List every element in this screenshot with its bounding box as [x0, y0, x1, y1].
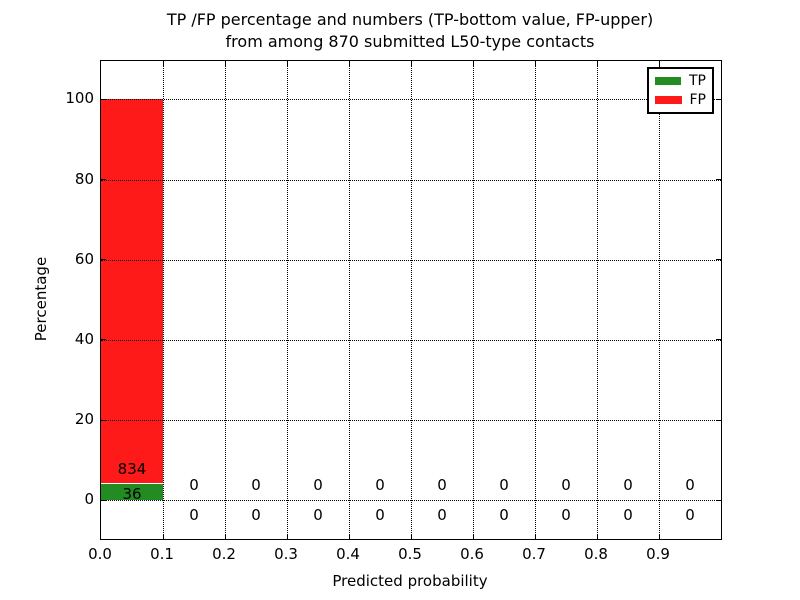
tp-count-label: 36 [122, 485, 142, 504]
gridline-vertical [473, 61, 474, 539]
y-tick-mark [101, 179, 106, 181]
x-tick-label: 0.2 [212, 545, 236, 563]
fp-count-label: 0 [499, 476, 509, 495]
y-tick-mark [716, 419, 721, 421]
x-tick-label: 0.6 [460, 545, 484, 563]
chart-title-line1: TP /FP percentage and numbers (TP-bottom… [166, 10, 654, 29]
x-tick-mark [596, 534, 598, 539]
y-tick-mark [716, 339, 721, 341]
x-tick-mark [658, 534, 660, 539]
y-tick-mark [101, 499, 106, 501]
x-tick-label: 0.4 [336, 545, 360, 563]
x-tick-mark [658, 61, 660, 66]
tp-count-label: 0 [685, 506, 695, 525]
y-tick-label: 60 [74, 249, 94, 268]
y-tick-label: 0 [84, 490, 94, 509]
y-tick-mark [716, 98, 721, 100]
legend-swatch-fp [655, 95, 682, 104]
x-tick-mark [162, 534, 164, 539]
tp-count-label: 0 [623, 506, 633, 525]
y-tick-label: 20 [74, 410, 94, 428]
fp-count-label: 0 [313, 476, 323, 495]
y-tick-mark [101, 339, 106, 341]
y-tick-mark [716, 179, 721, 181]
x-tick-label: 0.7 [522, 545, 546, 563]
gridline-vertical [349, 61, 350, 539]
y-tick-mark [101, 419, 106, 421]
legend-label-fp: FP [689, 91, 707, 108]
y-tick-mark [101, 98, 106, 100]
x-tick-mark [534, 61, 536, 66]
x-tick-mark [534, 534, 536, 539]
fp-count-label: 0 [251, 476, 261, 495]
gridline-vertical [535, 61, 536, 539]
x-tick-mark [224, 61, 226, 66]
y-axis-label: Percentage [32, 256, 50, 342]
x-tick-label: 0.1 [150, 545, 174, 563]
x-tick-mark [472, 61, 474, 66]
x-tick-mark [410, 61, 412, 66]
x-tick-mark [286, 61, 288, 66]
x-axis-label: Predicted probability [332, 572, 488, 590]
gridline-vertical [411, 61, 412, 539]
bar-tp-segment [101, 483, 163, 501]
x-tick-mark [162, 61, 164, 66]
x-tick-label: 0.5 [398, 545, 422, 563]
gridline-vertical [659, 61, 660, 539]
x-tick-label: 0.8 [584, 545, 608, 563]
bar-fp-segment [101, 99, 163, 484]
fp-count-label: 0 [561, 476, 571, 495]
x-tick-mark [472, 534, 474, 539]
x-tick-mark [596, 61, 598, 66]
legend-swatch-tp [655, 77, 681, 86]
x-tick-mark [224, 534, 226, 539]
fp-count-label: 0 [437, 476, 447, 495]
chart-title: TP /FP percentage and numbers (TP-bottom… [100, 9, 720, 53]
legend-label-tp: TP [689, 73, 706, 90]
fp-count-label: 834 [117, 459, 147, 478]
plot-area: TP FP 834 36 0 0 0 0 0 0 0 0 0 0 0 0 0 0 0 0 0 0 [100, 60, 722, 540]
tp-count-label: 0 [499, 506, 509, 525]
legend-item-fp: FP [655, 93, 706, 107]
tp-count-label: 0 [313, 506, 323, 525]
chart-title-line2: from among 870 submitted L50-type contac… [225, 32, 595, 51]
x-tick-mark [348, 534, 350, 539]
y-tick-label: 40 [74, 329, 94, 348]
tp-count-label: 0 [437, 506, 447, 525]
fp-count-label: 0 [189, 476, 199, 495]
legend: TP FP [647, 67, 714, 114]
gridline-vertical [287, 61, 288, 539]
y-tick-label: 80 [74, 169, 94, 188]
gridline-vertical [163, 61, 164, 539]
gridline-vertical [225, 61, 226, 539]
gridline-vertical [597, 61, 598, 539]
fp-count-label: 0 [685, 476, 695, 495]
x-tick-label: 0.9 [646, 545, 670, 563]
tp-count-label: 0 [189, 506, 199, 525]
tp-count-label: 0 [375, 506, 385, 525]
y-tick-mark [716, 259, 721, 261]
y-tick-mark [101, 259, 106, 261]
x-tick-label: 0.3 [274, 545, 298, 563]
x-tick-mark [348, 61, 350, 66]
tp-count-label: 0 [251, 506, 261, 525]
x-tick-mark [410, 534, 412, 539]
fp-count-label: 0 [623, 476, 633, 495]
legend-item-tp: TP [655, 74, 706, 88]
fp-count-label: 0 [375, 476, 385, 495]
y-tick-label: 100 [65, 89, 94, 108]
x-tick-label: 0.0 [88, 545, 112, 563]
x-tick-mark [286, 534, 288, 539]
tp-count-label: 0 [561, 506, 571, 525]
y-tick-mark [716, 499, 721, 501]
